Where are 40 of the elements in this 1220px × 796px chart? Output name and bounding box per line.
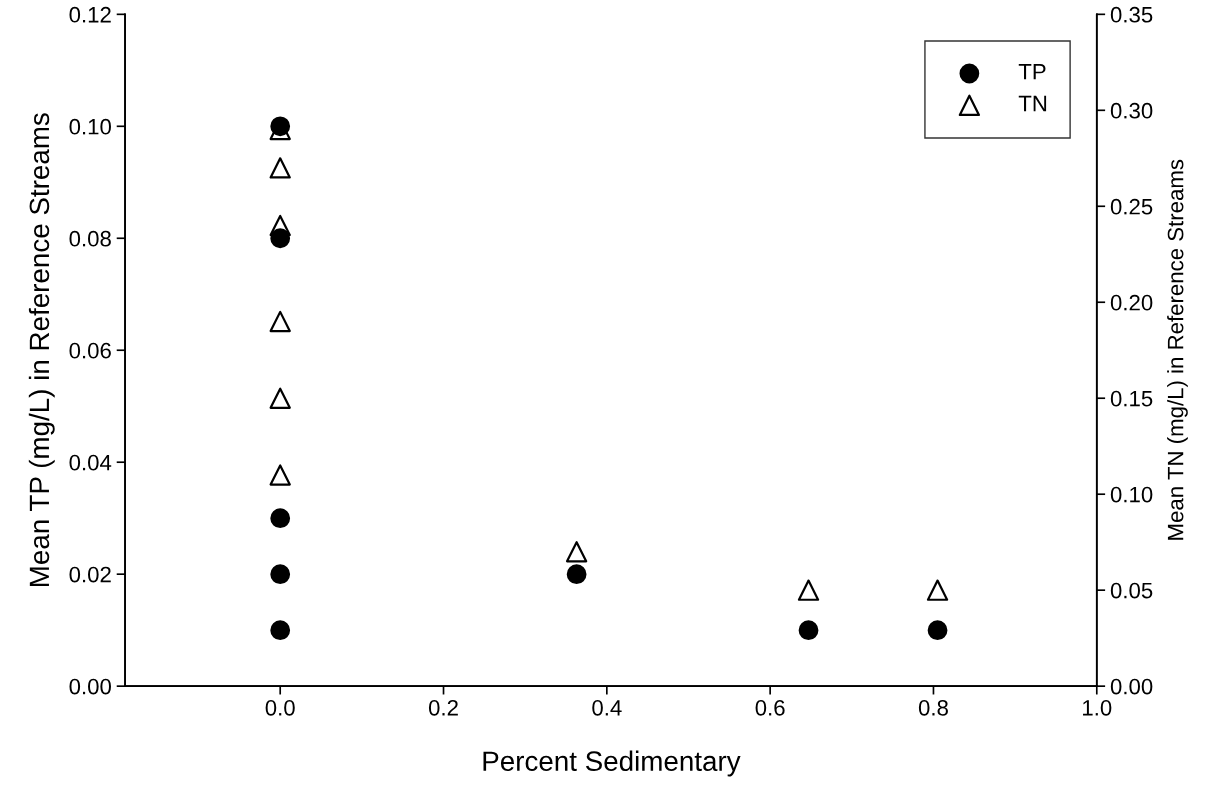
y-tick-label: 0.08 bbox=[69, 230, 111, 247]
point bbox=[269, 310, 291, 333]
point bbox=[566, 564, 587, 585]
y-tick-label: 0.10 bbox=[69, 118, 111, 135]
y2-tick-label: 0.30 bbox=[1110, 102, 1153, 119]
x-tick-label: 0.4 bbox=[592, 699, 622, 716]
y2-tick-label: 0.25 bbox=[1110, 198, 1153, 215]
point bbox=[797, 579, 820, 601]
y2-axis-title: Mean TN (mg/L) in Reference Streams bbox=[1167, 159, 1188, 540]
x-tick-label: 0.0 bbox=[265, 699, 295, 716]
y2-tick-label: 0.35 bbox=[1110, 6, 1153, 23]
point bbox=[269, 387, 291, 409]
x-tick-label: 0.2 bbox=[428, 699, 458, 716]
y-axis-title: Mean TP (mg/L) in Reference Streams bbox=[28, 113, 55, 586]
point bbox=[926, 579, 949, 601]
y-tick-label: 0.12 bbox=[69, 6, 111, 23]
legend-label: TN bbox=[1018, 95, 1047, 112]
x-axis-title: Percent Sedimentary bbox=[483, 750, 741, 777]
y-tick-label: 0.06 bbox=[69, 342, 111, 359]
x-tick-label: 0.8 bbox=[918, 699, 948, 716]
point bbox=[270, 620, 291, 641]
x-tick-label: 1.0 bbox=[1083, 699, 1112, 716]
point bbox=[798, 620, 819, 641]
point bbox=[270, 508, 291, 529]
y-tick-label: 0.00 bbox=[69, 678, 111, 695]
point bbox=[269, 214, 291, 237]
point bbox=[269, 464, 291, 486]
legend-label: TP bbox=[1018, 64, 1046, 80]
y-tick-label: 0.04 bbox=[69, 454, 112, 471]
point bbox=[269, 157, 291, 179]
y2-tick-label: 0.05 bbox=[1110, 582, 1153, 599]
point bbox=[927, 620, 948, 641]
y2-tick-label: 0.10 bbox=[1110, 486, 1153, 503]
y2-tick-label: 0.20 bbox=[1110, 294, 1153, 311]
point bbox=[270, 564, 291, 585]
y-tick-label: 0.02 bbox=[69, 566, 111, 583]
x-tick-label: 0.6 bbox=[755, 699, 785, 716]
y2-tick-label: 0.00 bbox=[1110, 678, 1153, 695]
point bbox=[565, 541, 588, 563]
y2-tick-label: 0.15 bbox=[1110, 390, 1153, 407]
